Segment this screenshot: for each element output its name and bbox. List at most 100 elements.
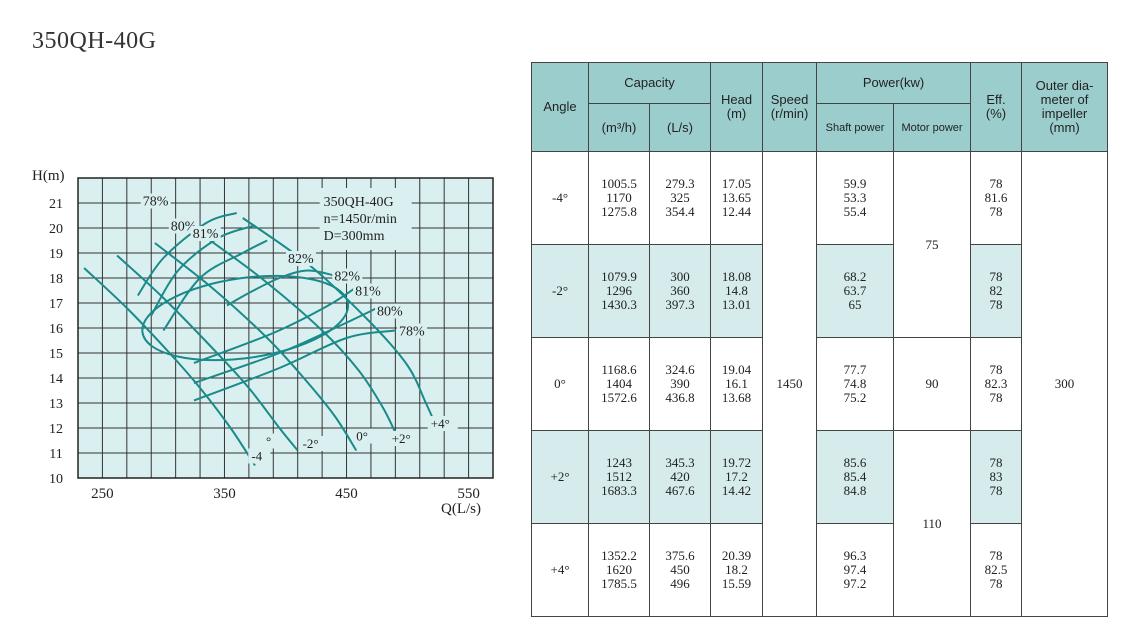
cell-cap-ls-value: 360	[670, 283, 690, 298]
cell-angle: -4°	[531, 151, 589, 245]
y-tick-label: 18	[49, 272, 63, 287]
annotation-line: D=300mm	[324, 229, 385, 244]
cell-head-value: 13.68	[721, 390, 752, 405]
cell-eff-value: 82.3	[984, 376, 1008, 391]
cell-eff: 78 83 78	[970, 430, 1023, 524]
header-cap-ls: (L/s)	[648, 103, 712, 152]
x-axis-label: Q(L/s)	[441, 501, 481, 517]
annotation-line: 350QH-40G	[324, 195, 394, 210]
cell-shaft-power-value: 77.7	[843, 362, 867, 377]
header-head-label: Head	[720, 92, 753, 107]
cell-head-value: 15.59	[721, 576, 752, 591]
efficiency-label: 81%	[193, 227, 219, 242]
efficiency-ellipse	[141, 274, 350, 362]
cell-eff-value: 78	[989, 362, 1003, 377]
header-eff-label: Eff.	[986, 92, 1006, 107]
efficiency-contour	[162, 239, 268, 332]
efficiency-label: 80%	[171, 220, 197, 235]
efficiency-label: 80%	[377, 305, 403, 320]
x-tick-label: 450	[335, 486, 358, 502]
cell-cap-m3h-value: 1352.2	[601, 548, 637, 563]
cell-cap-ls-value: 397.3	[665, 297, 695, 312]
cell-cap-m3h-value: 1005.5	[601, 176, 637, 191]
cell-cap-m3h-value: 1404	[606, 376, 632, 391]
cell-cap-ls: 324.6 390 436.8	[648, 337, 712, 431]
page-title: 350QH-40G	[32, 28, 157, 54]
annotation-box-bg	[319, 188, 412, 250]
header-eff-unit: (%)	[985, 106, 1007, 121]
blade-angle-curve	[195, 229, 399, 439]
efficiency-label-bg	[353, 283, 384, 299]
efficiency-label-bg	[190, 226, 221, 241]
cell-shaft-power-value: 63.7	[843, 283, 867, 298]
x-tick-label: 250	[91, 486, 114, 502]
x-tick-label: 350	[213, 486, 236, 502]
y-tick-label: 20	[49, 222, 63, 237]
cell-cap-m3h: 1168.6 1404 1572.6	[588, 337, 650, 431]
cell-cap-m3h: 1243 1512 1683.3	[588, 430, 650, 524]
efficiency-label-bg	[375, 303, 406, 319]
cell-head: 20.39 18.2 15.59	[710, 523, 764, 617]
cell-head-value: 18.08	[721, 269, 752, 284]
table-row: 0° 1168.6 1404 1572.6 324.6 390 436.8 19.04 16.1…	[531, 337, 1108, 431]
blade-angle-curve	[154, 242, 358, 452]
cell-shaft-power: 59.9 53.3 55.4	[816, 151, 895, 245]
y-tick-label: 16	[49, 322, 63, 337]
header-eff: Eff. (%)	[970, 62, 1023, 152]
cell-eff: 78 82.3 78	[970, 337, 1023, 431]
cell-shaft-power-value: 74.8	[843, 376, 867, 391]
performance-chart: H(m) Q(L/s) 10 11 12 13 14 15 16 17 18 19 20 21 250 350…	[32, 168, 494, 517]
blade-angle-label-bg	[427, 416, 458, 431]
cell-shaft-power-value: 53.3	[843, 190, 867, 205]
cell-cap-ls-value: 324.6	[665, 362, 695, 377]
cell-cap-ls: 300 360 397.3	[648, 244, 712, 338]
cell-eff-value: 78	[989, 176, 1003, 191]
blade-angle-label-bg	[299, 436, 330, 451]
cell-cap-m3h: 1352.2 1620 1785.5	[588, 523, 650, 617]
cell-eff-value: 81.6	[984, 190, 1008, 205]
cell-cap-ls: 279.3 325 354.4	[648, 151, 712, 245]
cell-head-value: 14.8	[725, 283, 748, 298]
y-tick-label: 15	[49, 347, 63, 362]
table-row: -4° 1005.5 1170 1275.8 279.3 325 354.4 17.05 13.…	[531, 151, 1109, 617]
efficiency-label: 78%	[143, 195, 169, 210]
cell-cap-m3h-value: 1620	[606, 562, 632, 577]
cell-cap-ls-value: 325	[670, 190, 690, 205]
efficiency-label: 78%	[399, 325, 425, 340]
cell-shaft-power-value: 97.2	[843, 576, 867, 591]
header-angle: Angle	[531, 62, 589, 152]
cell-cap-ls-value: 279.3	[665, 176, 695, 191]
cell-speed: 1450	[762, 151, 818, 617]
cell-eff-value: 82	[989, 283, 1003, 298]
y-tick-label: 17	[49, 297, 63, 312]
cell-cap-ls-value: 496	[670, 576, 690, 591]
cell-cap-m3h-value: 1683.3	[601, 483, 637, 498]
cell-shaft-power: 68.2 63.7 65	[816, 244, 895, 338]
header-head: Head (m)	[710, 62, 764, 152]
cell-eff-value: 78	[989, 455, 1003, 470]
efficiency-contour	[150, 224, 256, 317]
cell-shaft-power-value: 68.2	[843, 269, 867, 284]
cell-cap-m3h-value: 1430.3	[601, 297, 637, 312]
cell-head-value: 20.39	[721, 548, 752, 563]
cell-outer-diameter: 300	[1021, 151, 1109, 617]
cell-shaft-power-value: 84.8	[843, 483, 867, 498]
cell-eff-value: 83	[989, 469, 1003, 484]
header-outer-dia-line1: Outer dia-	[1035, 78, 1094, 93]
cell-shaft-power: 96.3 97.4 97.2	[816, 523, 895, 617]
header-outer-dia-line3: impeller	[1041, 106, 1088, 121]
efficiency-contour	[193, 307, 378, 384]
cell-cap-m3h-value: 1079.9	[601, 269, 637, 284]
cell-cap-ls-value: 420	[670, 469, 690, 484]
y-tick-label: 14	[49, 372, 63, 387]
header-outer-dia-line2: meter of	[1040, 92, 1089, 107]
blade-angle-label-bg	[388, 431, 419, 446]
header-outer-diameter: Outer dia- meter of impeller (mm)	[1021, 62, 1109, 152]
blade-angle-label-bg	[262, 433, 277, 449]
cell-head: 18.08 14.8 13.01	[710, 244, 764, 338]
cell-head-value: 18.2	[725, 562, 748, 577]
header-speed: Speed (r/min)	[762, 62, 818, 152]
cell-eff-value: 78	[989, 297, 1003, 312]
cell-cap-m3h-value: 1275.8	[601, 204, 637, 219]
cell-cap-m3h-value: 1170	[606, 190, 632, 205]
